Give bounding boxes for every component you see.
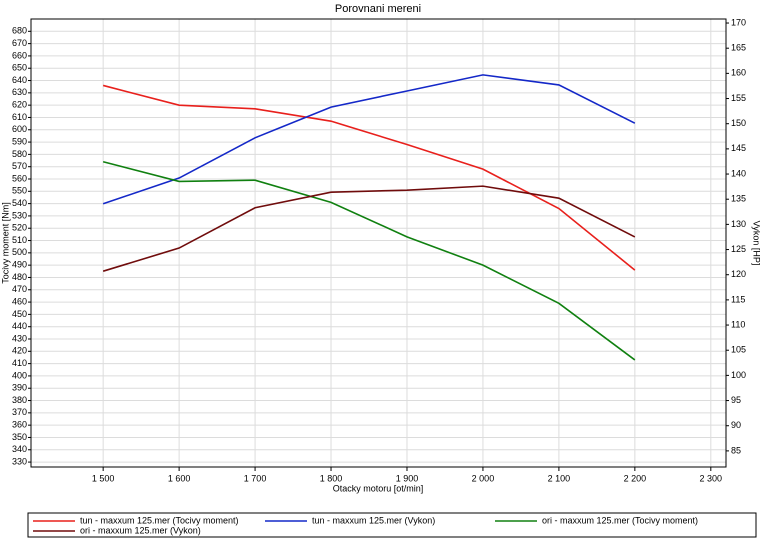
y-tick-label: 660 [12, 50, 27, 60]
y2-tick-label: 95 [731, 395, 741, 405]
plot-frame [30, 18, 727, 468]
y-tick-label: 330 [12, 456, 27, 466]
y-tick-label: 400 [12, 370, 27, 380]
y2-axis-label: Vykon [HP] [752, 221, 762, 266]
legend-label: tun - maxxum 125.mer (Vykon) [312, 515, 435, 525]
series-line [102, 160, 636, 361]
y-tick-label: 590 [12, 136, 27, 146]
y-tick-label: 490 [12, 260, 27, 270]
y-tick-label: 440 [12, 321, 27, 331]
x-tick-label: 1 900 [396, 473, 419, 483]
y2-tick-label: 155 [731, 93, 746, 103]
y2-tick-label: 170 [731, 17, 746, 27]
y-tick-label: 570 [12, 161, 27, 171]
y-tick-label: 530 [12, 210, 27, 220]
y-tick-label: 580 [12, 149, 27, 159]
y-tick-label: 410 [12, 358, 27, 368]
y2-tick-label: 125 [731, 244, 746, 254]
y-tick-label: 350 [12, 432, 27, 442]
y-tick-label: 360 [12, 420, 27, 430]
y-tick-label: 380 [12, 395, 27, 405]
y-tick-label: 630 [12, 87, 27, 97]
series-line [102, 84, 636, 271]
x-tick-label: 1 600 [168, 473, 191, 483]
y-tick-label: 560 [12, 173, 27, 183]
y-tick-label: 390 [12, 383, 27, 393]
y2-tick-label: 120 [731, 269, 746, 279]
x-tick-label: 1 800 [320, 473, 343, 483]
y2-tick-label: 150 [731, 118, 746, 128]
y-tick-label: 340 [12, 444, 27, 454]
y2-tick-label: 110 [731, 319, 745, 329]
legend-label: ori - maxxum 125.mer (Tocivy moment) [542, 515, 698, 525]
y-tick-label: 420 [12, 346, 27, 356]
y-tick-label: 480 [12, 272, 27, 282]
y-tick-label: 500 [12, 247, 27, 257]
y-axis-label: Tocivy moment [Nm] [0, 202, 10, 284]
y2-tick-label: 160 [731, 68, 746, 78]
y2-tick-label: 135 [731, 194, 746, 204]
chart-title: Porovnani mereni [335, 3, 421, 15]
x-tick-label: 2 000 [472, 473, 495, 483]
y-tick-label: 680 [12, 26, 27, 36]
y-tick-label: 610 [12, 112, 27, 122]
y-tick-label: 650 [12, 63, 27, 73]
y-tick-label: 620 [12, 100, 27, 110]
y2-tick-label: 165 [731, 43, 746, 53]
y2-tick-label: 115 [731, 294, 745, 304]
series-line [102, 74, 636, 205]
x-tick-label: 1 700 [244, 473, 267, 483]
y2-tick-label: 90 [731, 420, 741, 430]
legend-label: tun - maxxum 125.mer (Tocivy moment) [80, 515, 239, 525]
y2-tick-label: 130 [731, 219, 746, 229]
y-tick-label: 670 [12, 38, 27, 48]
legend-label: ori - maxxum 125.mer (Vykon) [80, 525, 201, 535]
y2-tick-label: 140 [731, 168, 746, 178]
y2-tick-label: 145 [731, 143, 746, 153]
y-tick-label: 470 [12, 284, 27, 294]
series-line [102, 185, 636, 272]
y-tick-label: 510 [12, 235, 27, 245]
y-tick-label: 460 [12, 296, 27, 306]
y-tick-label: 520 [12, 223, 27, 233]
y-tick-label: 430 [12, 333, 27, 343]
y-tick-label: 370 [12, 407, 27, 417]
y-tick-label: 540 [12, 198, 27, 208]
y2-tick-label: 100 [731, 370, 746, 380]
x-tick-label: 2 200 [624, 473, 647, 483]
y2-tick-label: 85 [731, 445, 741, 455]
legend-box [27, 512, 757, 538]
y-tick-label: 640 [12, 75, 27, 85]
x-tick-label: 2 100 [548, 473, 571, 483]
y-tick-label: 600 [12, 124, 27, 134]
x-tick-label: 1 500 [92, 473, 115, 483]
y-tick-label: 550 [12, 186, 27, 196]
x-tick-label: 2 300 [700, 473, 723, 483]
y2-tick-label: 105 [731, 345, 746, 355]
x-axis-label: Otacky motoru [ot/min] [333, 483, 424, 493]
y-tick-label: 450 [12, 309, 27, 319]
